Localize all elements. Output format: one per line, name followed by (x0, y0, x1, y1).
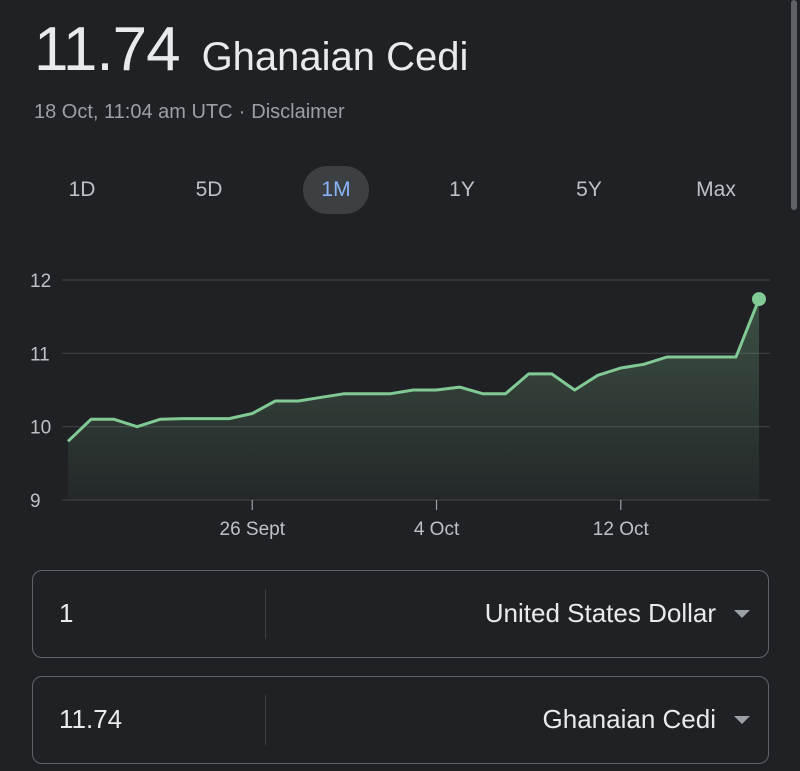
rate-value: 11.74 (34, 15, 181, 84)
row-divider (265, 589, 266, 639)
headline: 11.74 Ghanaian Cedi (34, 14, 468, 85)
range-tabs: 1D 5D 1M 1Y 5Y Max (18, 166, 780, 214)
rate-timestamp: 18 Oct, 11:04 am UTC (34, 101, 233, 123)
y-tick-label: 9 (30, 491, 41, 512)
y-tick-label: 12 (30, 271, 51, 292)
from-currency-label: United States Dollar (484, 598, 716, 628)
chart-svg: 9 10 11 12 26 Sept 4 Oct 12 Oct (30, 271, 770, 540)
range-tab-1d[interactable]: 1D (68, 178, 96, 201)
latest-rate-point[interactable] (752, 292, 766, 307)
range-tab-5y[interactable]: 5Y (576, 178, 602, 201)
to-currency-label: Ghanaian Cedi (542, 704, 716, 734)
to-amount-input[interactable] (59, 677, 279, 762)
disclaimer-link[interactable]: Disclaimer (251, 101, 345, 123)
converter-row-to: Ghanaian Cedi (32, 676, 769, 764)
x-tick-label: 4 Oct (414, 519, 460, 540)
row-divider (265, 695, 266, 745)
exchange-rate-chart: 9 10 11 12 26 Sept 4 Oct 12 Oct (0, 255, 800, 555)
to-currency-select[interactable]: Ghanaian Cedi (543, 677, 750, 762)
scrollbar-thumb[interactable] (791, 0, 797, 210)
rate-area-fill (68, 299, 759, 500)
meta-separator: · (238, 101, 246, 123)
dropdown-caret-icon (734, 715, 750, 724)
range-tab-1y[interactable]: 1Y (449, 178, 475, 201)
from-amount-input[interactable] (59, 571, 279, 656)
from-currency-select[interactable]: United States Dollar (485, 571, 750, 656)
y-tick-label: 11 (30, 344, 50, 365)
rate-meta: 18 Oct, 11:04 am UTC · Disclaimer (34, 101, 345, 124)
range-tab-max[interactable]: Max (696, 178, 736, 201)
converter-row-from: United States Dollar (32, 570, 769, 658)
y-tick-label: 10 (30, 418, 51, 439)
rate-line (66, 298, 761, 443)
range-tab-5d[interactable]: 5D (195, 178, 223, 201)
x-tick-label: 26 Sept (220, 519, 286, 540)
rate-currency: Ghanaian Cedi (201, 35, 469, 79)
dropdown-caret-icon (734, 609, 750, 618)
x-tick-label: 12 Oct (593, 519, 650, 540)
range-tab-1m[interactable]: 1M (303, 166, 369, 214)
